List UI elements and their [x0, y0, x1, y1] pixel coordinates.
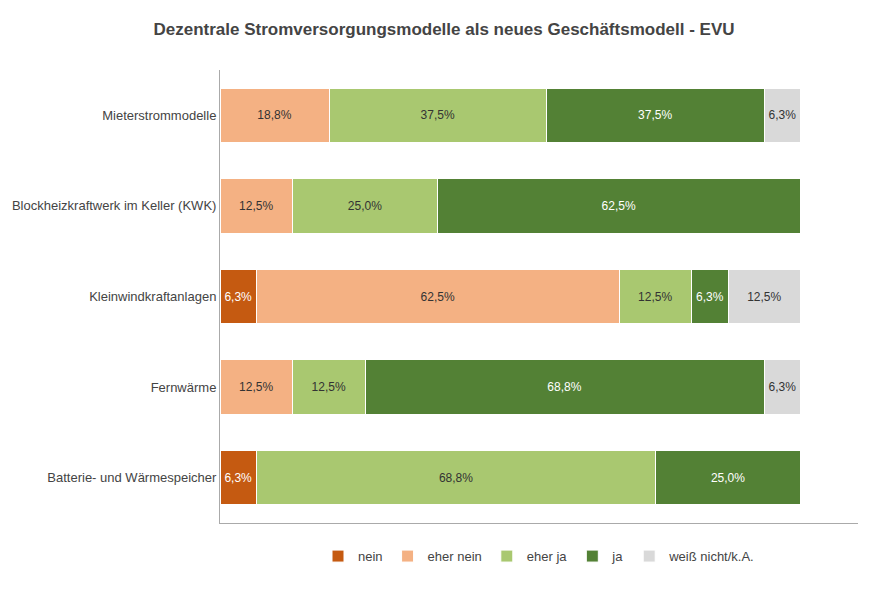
svg-text:37,5%: 37,5% [638, 108, 672, 122]
svg-text:eher nein: eher nein [428, 549, 482, 564]
svg-text:6,3%: 6,3% [768, 108, 796, 122]
svg-text:Dezentrale Stromversorgungsmod: Dezentrale Stromversorgungsmodelle als n… [153, 20, 734, 39]
svg-text:62,5%: 62,5% [602, 199, 636, 213]
svg-text:Kleinwindkraftanlagen: Kleinwindkraftanlagen [89, 289, 216, 304]
svg-text:37,5%: 37,5% [421, 108, 455, 122]
svg-text:62,5%: 62,5% [421, 290, 455, 304]
svg-text:68,8%: 68,8% [439, 471, 473, 485]
svg-text:25,0%: 25,0% [711, 471, 745, 485]
svg-text:ja: ja [611, 549, 623, 564]
svg-text:12,5%: 12,5% [638, 290, 672, 304]
svg-text:Mieterstrommodelle: Mieterstrommodelle [102, 108, 216, 123]
svg-text:nein: nein [358, 549, 383, 564]
svg-text:eher ja: eher ja [527, 549, 568, 564]
svg-text:12,5%: 12,5% [747, 290, 781, 304]
svg-text:12,5%: 12,5% [239, 380, 273, 394]
svg-text:Blockheizkraftwerk im Keller (: Blockheizkraftwerk im Keller (KWK) [12, 198, 216, 213]
svg-text:6,3%: 6,3% [224, 290, 252, 304]
svg-text:6,3%: 6,3% [768, 380, 796, 394]
svg-text:weiß nicht/k.A.: weiß nicht/k.A. [668, 549, 754, 564]
svg-text:12,5%: 12,5% [312, 380, 346, 394]
svg-text:6,3%: 6,3% [224, 471, 252, 485]
svg-text:12,5%: 12,5% [239, 199, 273, 213]
svg-text:Batterie- und Wärmespeicher: Batterie- und Wärmespeicher [47, 470, 217, 485]
svg-text:18,8%: 18,8% [257, 108, 291, 122]
svg-text:68,8%: 68,8% [547, 380, 581, 394]
svg-text:6,3%: 6,3% [696, 290, 724, 304]
svg-text:25,0%: 25,0% [348, 199, 382, 213]
svg-text:Fernwärme: Fernwärme [151, 380, 217, 395]
